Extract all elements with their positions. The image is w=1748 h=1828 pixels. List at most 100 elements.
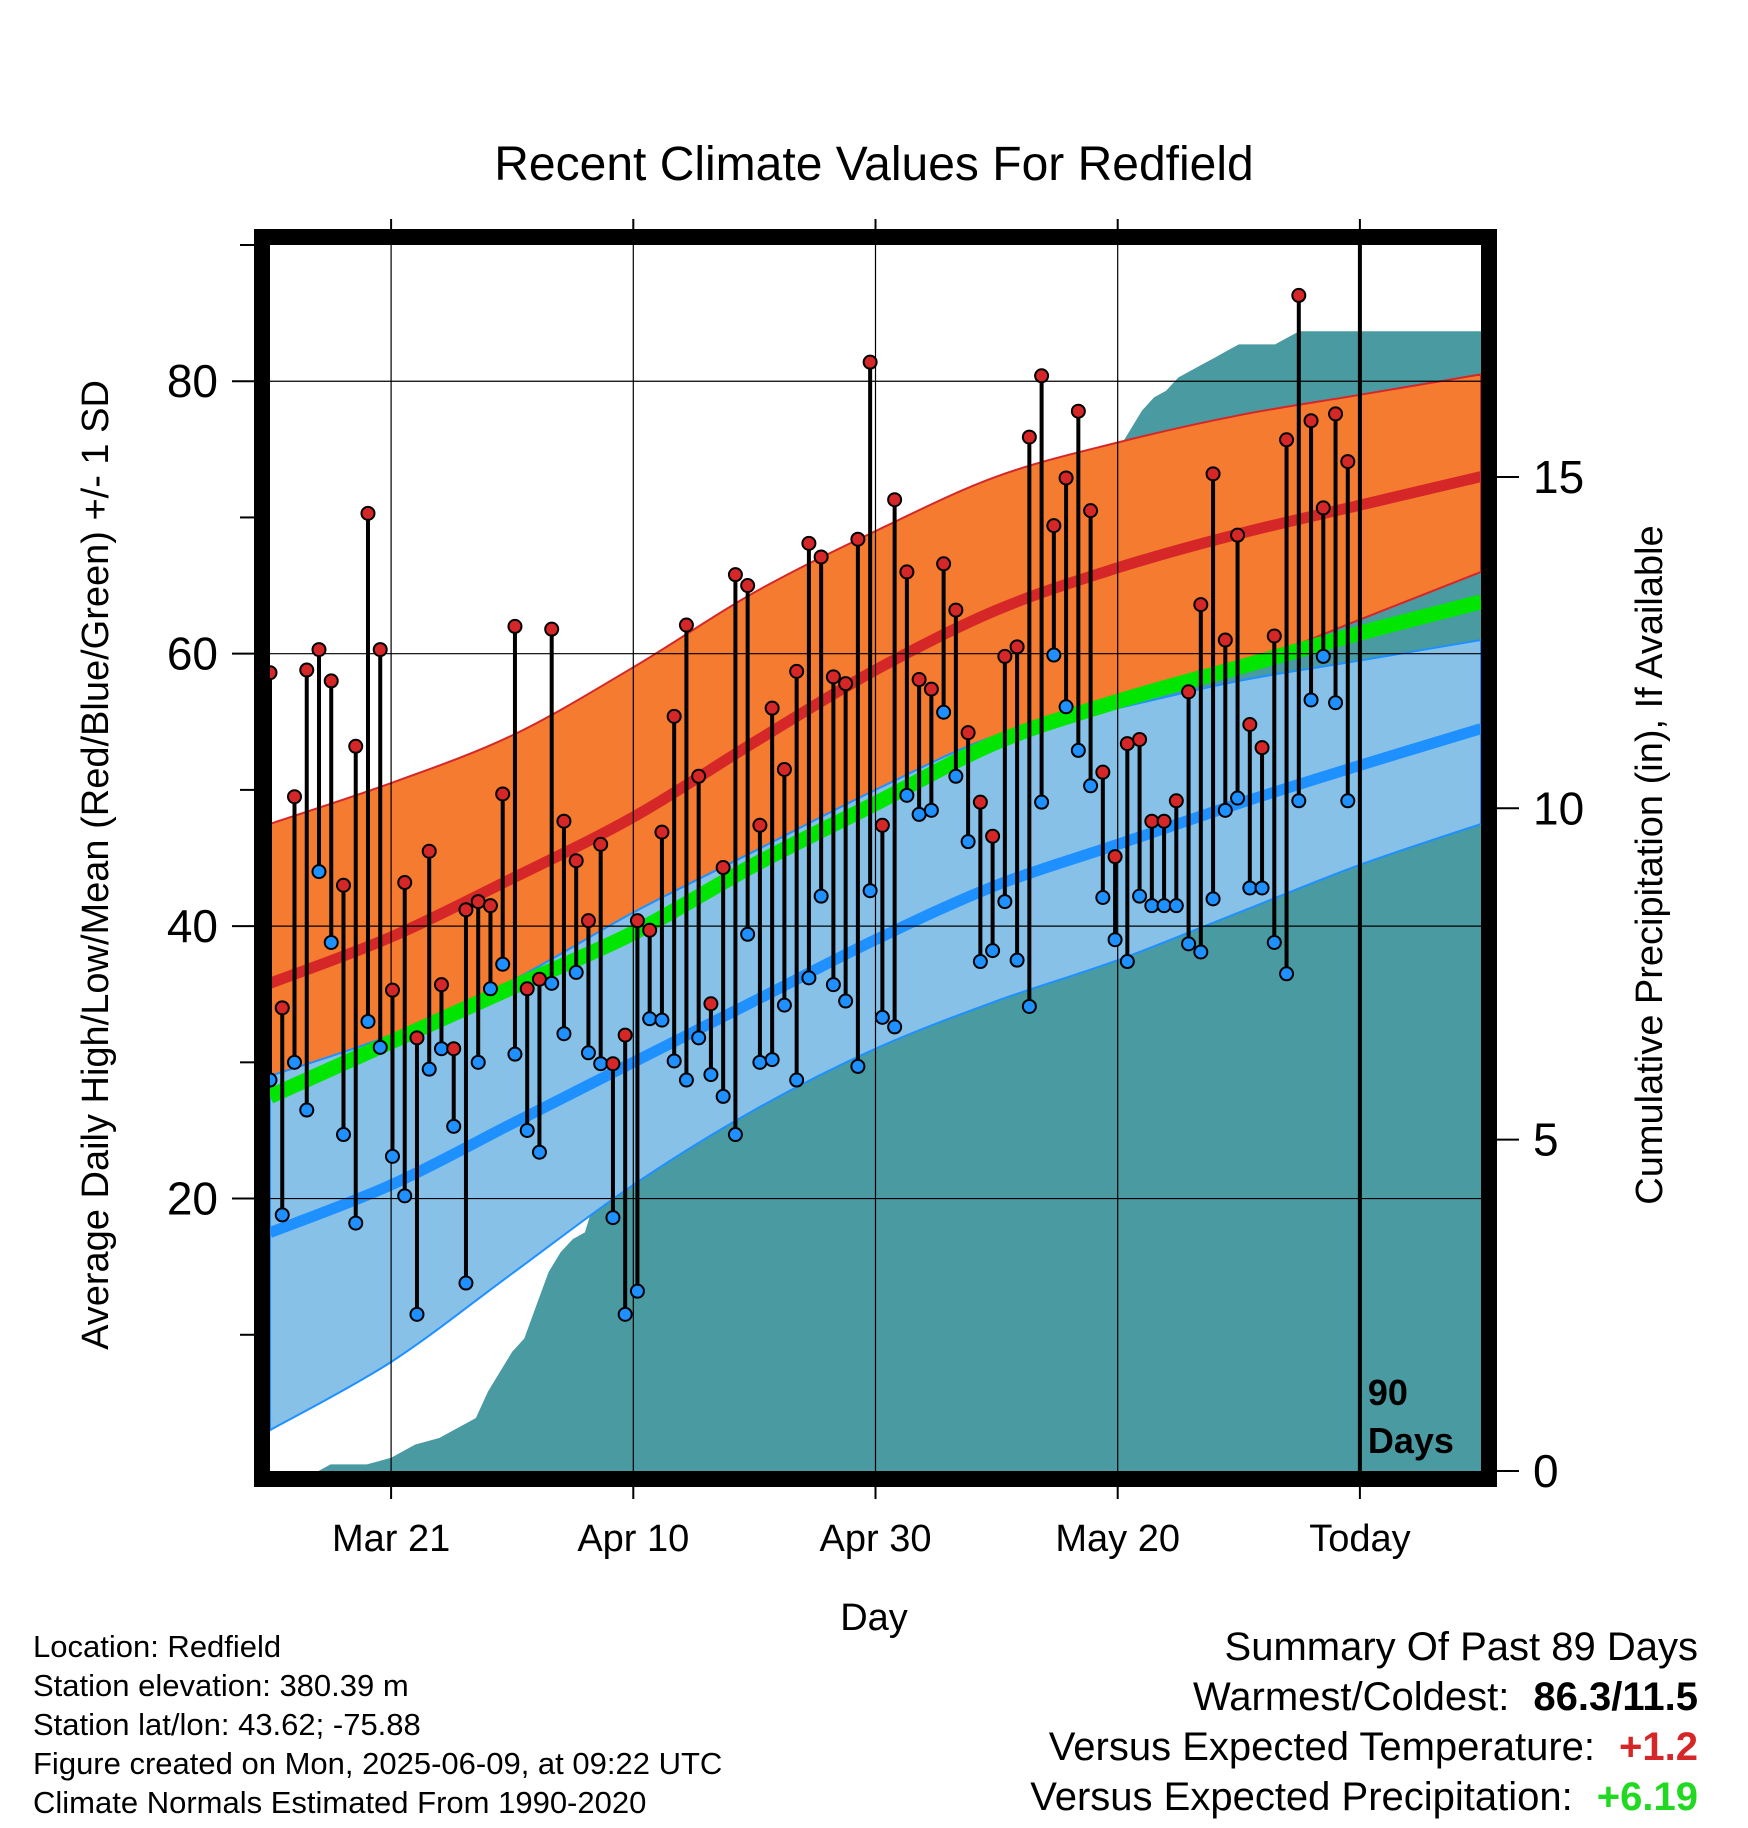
high-point (1058, 470, 1074, 486)
high-point (813, 549, 829, 565)
high-point (1266, 628, 1282, 644)
low-point (1168, 898, 1184, 914)
low-point (1315, 648, 1331, 664)
low-point (1132, 888, 1148, 904)
low-point (764, 1052, 780, 1068)
low-point (1058, 699, 1074, 715)
chart-title: Recent Climate Values For Redfield (494, 138, 1253, 191)
low-point (715, 1088, 731, 1104)
low-point (850, 1058, 866, 1074)
high-point (678, 617, 694, 633)
x-tick-label: Today (1309, 1518, 1410, 1560)
high-point (1328, 406, 1344, 422)
high-point (1070, 403, 1086, 419)
low-point (801, 970, 817, 986)
low-point (1254, 880, 1270, 896)
high-point (1144, 813, 1160, 829)
y-tick-label: 80 (167, 355, 218, 407)
low-point (911, 806, 927, 822)
high-point (617, 1027, 633, 1043)
high-point (1303, 413, 1319, 429)
low-point (936, 704, 952, 720)
low-point (1046, 647, 1062, 663)
high-point (1156, 813, 1172, 829)
high-point (593, 836, 609, 852)
low-point (972, 954, 988, 970)
low-point (1070, 742, 1086, 758)
low-point (397, 1188, 413, 1204)
elevation-text: Station elevation: 380.39 m (33, 1668, 409, 1703)
high-point (776, 761, 792, 777)
warmest-coldest-value: 86.3/11.5 (1533, 1675, 1698, 1719)
y-axis-label: Average Daily High/Low/Mean (Red/Blue/Gr… (75, 380, 117, 1350)
low-point (384, 1148, 400, 1164)
high-point (1315, 500, 1331, 516)
high-point (470, 894, 486, 910)
low-point (556, 1026, 572, 1042)
high-point (703, 996, 719, 1012)
high-point (1021, 429, 1037, 445)
y2-axis-label: Cumulative Precipitation (in), If Availa… (1629, 525, 1671, 1204)
plot-frame (254, 229, 1497, 1487)
low-point (593, 1056, 609, 1072)
low-point (323, 934, 339, 950)
low-point (960, 834, 976, 850)
high-point (1205, 466, 1221, 482)
low-point (1266, 934, 1282, 950)
y2-tick-label: 15 (1533, 451, 1584, 503)
low-point (862, 883, 878, 899)
low-point (580, 1045, 596, 1061)
low-point (507, 1046, 523, 1062)
high-point (372, 642, 388, 658)
low-point (544, 975, 560, 991)
high-point (384, 982, 400, 998)
low-point (409, 1306, 425, 1322)
high-point (715, 860, 731, 876)
low-point (691, 1030, 707, 1046)
low-point (874, 1009, 890, 1025)
high-point (789, 663, 805, 679)
high-point (311, 642, 327, 658)
location-text: Location: Redfield (33, 1629, 282, 1664)
high-point (1083, 503, 1099, 519)
high-point (556, 813, 572, 829)
low-point (629, 1283, 645, 1299)
low-point (605, 1210, 621, 1226)
high-point (972, 794, 988, 810)
high-point (1132, 731, 1148, 747)
high-point (654, 824, 670, 840)
high-point (801, 535, 817, 551)
x-tick-label: May 20 (1055, 1518, 1180, 1560)
warmest-coldest-row: Warmest/Coldest: 86.3/11.5 (1030, 1672, 1698, 1722)
low-point (1242, 880, 1258, 896)
high-point (666, 708, 682, 724)
high-point (1009, 639, 1025, 655)
low-point (433, 1041, 449, 1057)
high-point (458, 902, 474, 918)
high-point (752, 817, 768, 833)
high-point (335, 877, 351, 893)
created-text: Figure created on Mon, 2025-06-09, at 09… (33, 1746, 723, 1781)
high-point (433, 977, 449, 993)
high-point (495, 786, 511, 802)
high-point (1119, 736, 1135, 752)
low-point (887, 1019, 903, 1035)
high-point (421, 843, 437, 859)
low-point (519, 1122, 535, 1138)
low-point (1119, 954, 1135, 970)
high-point (299, 662, 315, 678)
low-point (1340, 793, 1356, 809)
summary-panel: Summary Of Past 89 Days Warmest/Coldest:… (1030, 1622, 1698, 1822)
y-tick-label: 20 (167, 1173, 218, 1225)
high-point (348, 738, 364, 754)
temp-departure-label: Versus Expected Temperature: (1048, 1725, 1596, 1769)
low-point (923, 802, 939, 818)
high-point (409, 1030, 425, 1046)
low-point (997, 894, 1013, 910)
high-point (605, 1056, 621, 1072)
high-point (482, 898, 498, 914)
low-point (752, 1054, 768, 1070)
low-point (825, 977, 841, 993)
low-point (789, 1072, 805, 1088)
high-point (911, 672, 927, 688)
